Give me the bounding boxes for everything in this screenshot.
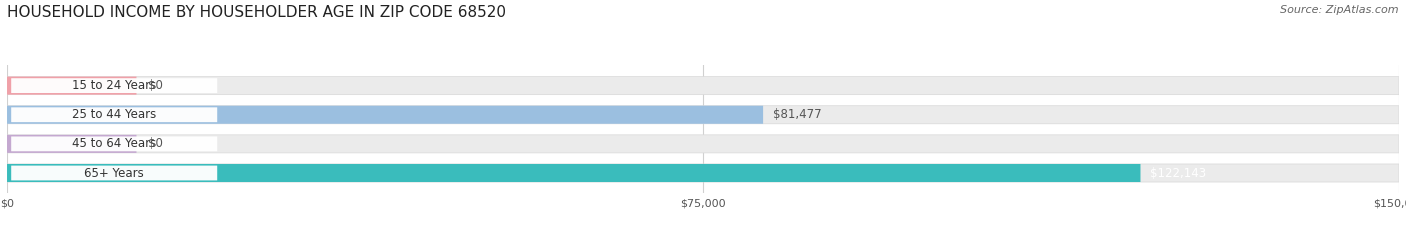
Text: $81,477: $81,477 xyxy=(773,108,821,121)
FancyBboxPatch shape xyxy=(11,137,217,151)
FancyBboxPatch shape xyxy=(7,77,136,95)
FancyBboxPatch shape xyxy=(11,78,217,93)
FancyBboxPatch shape xyxy=(11,107,217,122)
Text: HOUSEHOLD INCOME BY HOUSEHOLDER AGE IN ZIP CODE 68520: HOUSEHOLD INCOME BY HOUSEHOLDER AGE IN Z… xyxy=(7,5,506,20)
FancyBboxPatch shape xyxy=(7,77,1399,95)
Text: Source: ZipAtlas.com: Source: ZipAtlas.com xyxy=(1281,5,1399,15)
FancyBboxPatch shape xyxy=(7,135,136,153)
Text: 15 to 24 Years: 15 to 24 Years xyxy=(72,79,156,92)
Text: 65+ Years: 65+ Years xyxy=(84,167,143,179)
FancyBboxPatch shape xyxy=(11,166,217,180)
FancyBboxPatch shape xyxy=(7,106,763,124)
FancyBboxPatch shape xyxy=(7,135,1399,153)
Text: 25 to 44 Years: 25 to 44 Years xyxy=(72,108,156,121)
Text: $0: $0 xyxy=(148,79,163,92)
FancyBboxPatch shape xyxy=(7,106,1399,124)
Text: $122,143: $122,143 xyxy=(1150,167,1206,179)
FancyBboxPatch shape xyxy=(7,164,1140,182)
Text: $0: $0 xyxy=(148,137,163,150)
FancyBboxPatch shape xyxy=(7,164,1399,182)
Text: 45 to 64 Years: 45 to 64 Years xyxy=(72,137,156,150)
